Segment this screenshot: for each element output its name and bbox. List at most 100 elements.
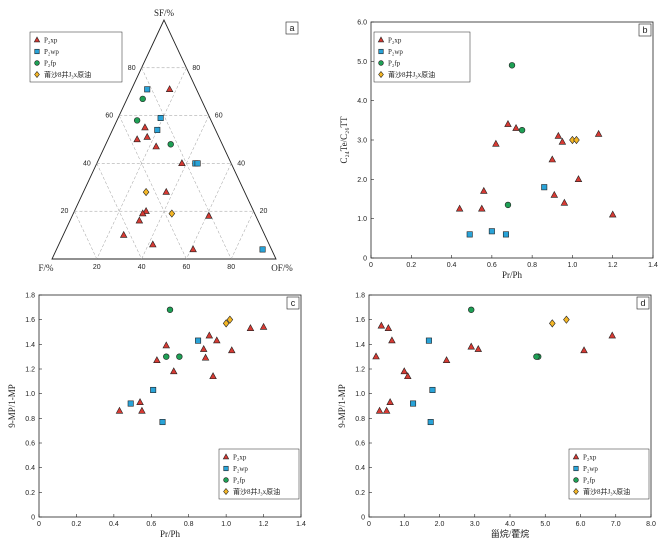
legend-marker-1 — [572, 453, 580, 460]
point-s2-3 — [427, 419, 434, 426]
x-tick-label: 4.0 — [505, 521, 515, 528]
point-s1-4 — [143, 132, 151, 140]
x-tick-label: 0.8 — [527, 262, 537, 269]
point-s4-2 — [226, 315, 234, 324]
point-s3-3 — [167, 141, 174, 148]
legend-label-2: P₂wp — [388, 48, 403, 56]
point-s1-2 — [375, 406, 384, 414]
y-tick-label: 0.8 — [25, 416, 35, 423]
point-s1-6 — [512, 123, 520, 131]
point-s3-3 — [504, 201, 512, 209]
panel-a-ternary: 80 60 40 20 80 60 40 20 20 40 60 80 SF/% F/% OF/% P₂xp P… — [29, 8, 299, 273]
y-tick-label: 1.0 — [357, 216, 367, 223]
point-s1-8 — [201, 353, 210, 361]
legend-label-4: 莆沙8井J₃x原油 — [388, 70, 435, 79]
x-tick-label: 0.6 — [487, 262, 497, 269]
point-s4-1 — [549, 319, 556, 328]
legend-box — [218, 448, 300, 500]
point-s1-7 — [199, 345, 208, 352]
legend-marker-4 — [378, 71, 384, 78]
y-tick-label: 0 — [31, 515, 35, 522]
point-s1-13 — [594, 129, 603, 137]
legend-marker-3 — [34, 60, 40, 66]
panel-c-scatter: 0 0.2 0.4 0.6 0.8 1.0 1.2 1.4 0 0.2 0.4 0.6 0.8 1.0 1.… — [7, 293, 306, 540]
point-s1-9 — [404, 372, 412, 380]
point-s1-1 — [455, 204, 464, 212]
left-tick-label: 20 — [61, 208, 69, 215]
point-s2-5 — [194, 160, 201, 167]
x-tick-label: 0.2 — [406, 262, 416, 269]
x-tick-label: 2.0 — [435, 521, 445, 528]
point-s1-4 — [492, 139, 500, 147]
y-tick-label: 6.0 — [357, 20, 367, 27]
point-s3-2 — [518, 126, 526, 134]
y-tick-label: 0.2 — [355, 490, 365, 497]
point-s2-3 — [159, 419, 166, 426]
y-tick-label: 2.0 — [357, 177, 367, 184]
point-s1-11 — [560, 198, 569, 206]
y-tick-label: 1.2 — [355, 367, 365, 374]
left-tick-label: 60 — [105, 113, 113, 120]
y-tick-label: 0.2 — [25, 490, 35, 497]
point-s2-1 — [410, 400, 417, 407]
y-tick-label: 5.0 — [357, 59, 367, 66]
axis-right-label: OF/% — [271, 263, 293, 273]
y-tick-label: 0 — [361, 515, 365, 522]
x-tick-label: 5.0 — [540, 521, 550, 528]
point-s1-4 — [153, 356, 161, 364]
y-tick-label: 0 — [363, 256, 367, 263]
x-tick-label: 1.4 — [648, 262, 658, 269]
legend-label-1: P₂xp — [44, 37, 58, 45]
x-tick-label: 6.0 — [576, 521, 586, 528]
panel-label-c: c — [291, 298, 296, 308]
legend-label-4: 莆沙8井J₃x原油 — [233, 487, 280, 496]
point-s4-2 — [573, 135, 580, 145]
y-tick-label: 0.6 — [355, 441, 365, 448]
legend-label-3: P₂fp — [388, 60, 401, 68]
point-s1-14 — [608, 331, 616, 339]
legend-label-1: P₂xp — [388, 37, 402, 45]
y-tick-label: 1.0 — [25, 391, 35, 398]
legend-box — [373, 31, 471, 83]
grid-line — [141, 115, 210, 260]
point-s1-5 — [162, 341, 171, 349]
point-s1-5 — [152, 142, 160, 150]
point-s2-1 — [466, 231, 473, 238]
legend-marker-4 — [223, 488, 229, 495]
y-tick-label: 1.4 — [25, 342, 35, 349]
point-s1-13 — [580, 346, 588, 354]
x-tick-label: 0.8 — [184, 521, 194, 528]
y-tick-label: 1.4 — [355, 342, 365, 349]
point-s1-10 — [209, 372, 217, 380]
right-tick-label: 40 — [237, 160, 245, 167]
legend-box — [29, 31, 123, 83]
x-tick-label: 0 — [369, 262, 373, 269]
point-s1-14 — [608, 210, 617, 218]
legend-marker-4 — [34, 71, 40, 78]
legend-label-2: P₂wp — [44, 48, 59, 56]
y-tick-label: 0.4 — [25, 465, 35, 472]
panel-b-scatter: 0 0.2 0.4 0.6 0.8 1.0 1.2 1.4 0 1.0 2.0 3.0 4.0 5.0 6.… — [339, 20, 658, 281]
right-tick-label: 60 — [215, 113, 223, 120]
panel-label-a: a — [289, 23, 294, 33]
point-s2-4 — [195, 337, 202, 344]
point-s3-1 — [468, 306, 475, 313]
x-tick-label: 1.2 — [259, 521, 269, 528]
plot-frame — [38, 294, 302, 518]
point-s1-3 — [377, 321, 386, 329]
point-s2-6 — [259, 246, 266, 253]
point-s1-13 — [119, 230, 128, 238]
y-axis-label: C₂₄Te/C₂₆TT — [339, 116, 349, 163]
point-s1-7 — [548, 155, 557, 163]
right-tick-label: 80 — [192, 65, 200, 72]
grid-line — [186, 163, 232, 260]
point-s4-1 — [222, 319, 230, 328]
point-s1-10 — [135, 216, 144, 224]
point-s1-12 — [474, 345, 483, 352]
point-s2-2 — [425, 337, 432, 344]
point-s1-3 — [480, 186, 488, 194]
x-tick-label: 1.2 — [608, 262, 618, 269]
legend-marker-2 — [573, 465, 579, 472]
y-axis-label: 9-MP/1-MP — [337, 384, 347, 428]
